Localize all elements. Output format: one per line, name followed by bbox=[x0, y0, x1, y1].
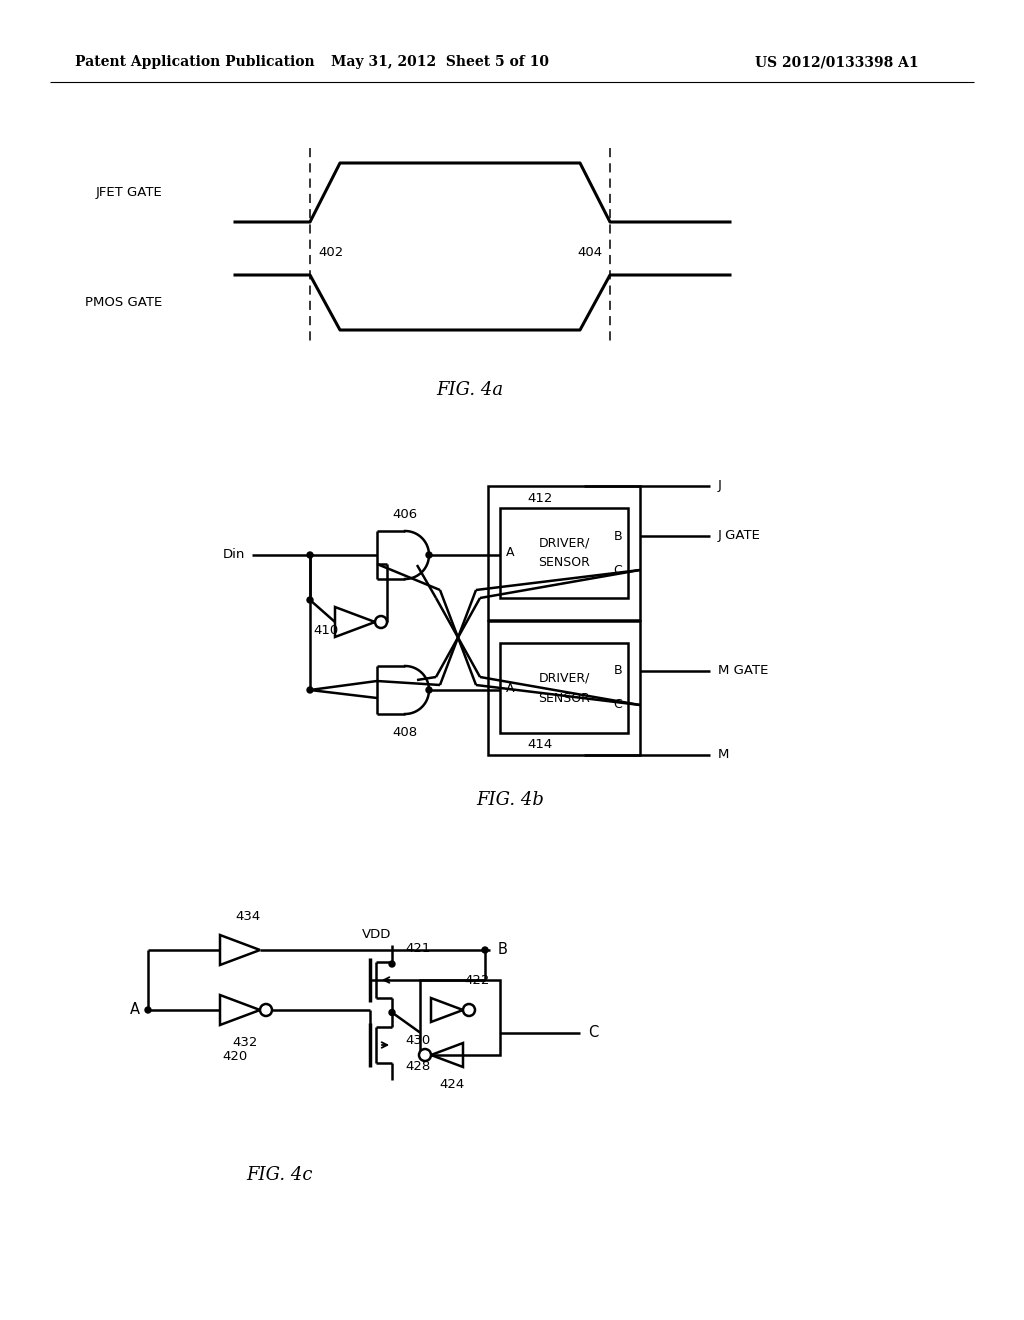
Text: FIG. 4c: FIG. 4c bbox=[247, 1166, 313, 1184]
Text: A: A bbox=[506, 681, 514, 694]
Text: Patent Application Publication: Patent Application Publication bbox=[75, 55, 314, 69]
Text: 434: 434 bbox=[236, 911, 261, 924]
Text: C: C bbox=[588, 1026, 598, 1040]
Bar bbox=[420, 979, 500, 1055]
Text: 404: 404 bbox=[577, 246, 602, 259]
Text: A: A bbox=[130, 1002, 140, 1018]
Bar bbox=[500, 643, 628, 733]
Circle shape bbox=[419, 1049, 431, 1061]
Circle shape bbox=[260, 1005, 272, 1016]
Text: 430: 430 bbox=[406, 1035, 430, 1048]
Circle shape bbox=[307, 597, 313, 603]
Text: JFET GATE: JFET GATE bbox=[95, 186, 162, 199]
Text: SENSOR: SENSOR bbox=[538, 692, 590, 705]
Text: May 31, 2012  Sheet 5 of 10: May 31, 2012 Sheet 5 of 10 bbox=[331, 55, 549, 69]
Text: 428: 428 bbox=[406, 1060, 430, 1073]
Bar bbox=[500, 508, 628, 598]
Circle shape bbox=[426, 686, 432, 693]
Text: B: B bbox=[613, 529, 623, 543]
Circle shape bbox=[389, 961, 395, 968]
Text: C: C bbox=[613, 698, 623, 711]
Text: J GATE: J GATE bbox=[718, 529, 761, 543]
Text: 421: 421 bbox=[406, 941, 430, 954]
Text: 406: 406 bbox=[392, 508, 418, 521]
Text: 410: 410 bbox=[313, 623, 338, 636]
Text: A: A bbox=[506, 546, 514, 560]
Text: 408: 408 bbox=[392, 726, 418, 738]
Text: B: B bbox=[613, 664, 623, 677]
Circle shape bbox=[375, 616, 387, 628]
Text: 422: 422 bbox=[464, 974, 489, 986]
Bar bbox=[488, 620, 640, 755]
Text: Din: Din bbox=[222, 549, 245, 561]
Text: J: J bbox=[718, 479, 722, 492]
Text: FIG. 4b: FIG. 4b bbox=[476, 791, 544, 809]
Text: SENSOR: SENSOR bbox=[538, 557, 590, 569]
Text: C: C bbox=[613, 564, 623, 577]
Text: M: M bbox=[718, 748, 729, 762]
Text: 412: 412 bbox=[527, 491, 553, 504]
Circle shape bbox=[145, 1007, 151, 1012]
Circle shape bbox=[307, 686, 313, 693]
Bar bbox=[488, 486, 640, 620]
Text: 420: 420 bbox=[222, 1051, 248, 1064]
Text: M GATE: M GATE bbox=[718, 664, 768, 677]
Text: FIG. 4a: FIG. 4a bbox=[436, 381, 504, 399]
Text: PMOS GATE: PMOS GATE bbox=[85, 296, 162, 309]
Text: US 2012/0133398 A1: US 2012/0133398 A1 bbox=[755, 55, 919, 69]
Text: 424: 424 bbox=[439, 1078, 465, 1092]
Circle shape bbox=[426, 552, 432, 558]
Text: VDD: VDD bbox=[362, 928, 391, 940]
Circle shape bbox=[482, 946, 488, 953]
Text: 414: 414 bbox=[527, 738, 553, 751]
Circle shape bbox=[307, 552, 313, 558]
Text: B: B bbox=[498, 942, 508, 957]
Circle shape bbox=[389, 1010, 395, 1015]
Text: 402: 402 bbox=[318, 246, 343, 259]
Text: DRIVER/: DRIVER/ bbox=[539, 672, 590, 685]
Circle shape bbox=[463, 1005, 475, 1016]
Text: 432: 432 bbox=[232, 1036, 258, 1049]
Text: DRIVER/: DRIVER/ bbox=[539, 536, 590, 549]
